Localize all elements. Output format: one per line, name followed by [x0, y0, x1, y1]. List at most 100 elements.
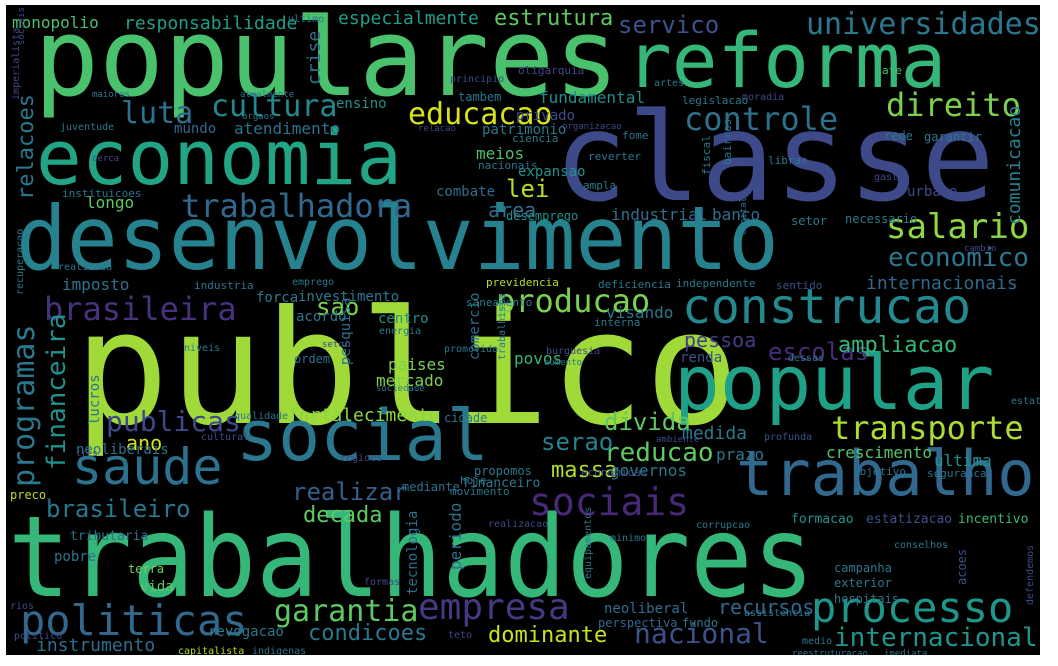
- word: periodo: [446, 502, 465, 570]
- word: expansao: [518, 164, 586, 180]
- word: ensino: [336, 96, 387, 112]
- word: orgaos: [242, 112, 275, 122]
- word: atendimento: [234, 119, 340, 138]
- word: classe: [554, 87, 995, 229]
- word: objetivo: [853, 465, 906, 478]
- word: assistencia: [744, 608, 811, 619]
- word: qualidade: [234, 411, 289, 422]
- word: estatal: [1011, 396, 1040, 407]
- word: vida: [140, 579, 174, 595]
- word: empresa: [418, 587, 570, 628]
- word: brasileiro: [46, 495, 191, 523]
- word: combate: [436, 184, 496, 200]
- word: corrupcao: [696, 520, 751, 531]
- word: patrimonio: [482, 122, 567, 138]
- word: ampliacao: [838, 333, 958, 358]
- word: formas: [364, 577, 401, 588]
- word: trabalhadora: [181, 187, 413, 225]
- word: internacional: [834, 623, 1038, 653]
- word: reforma: [626, 16, 947, 105]
- word: mercado: [376, 371, 444, 390]
- word: dominante: [488, 623, 608, 648]
- word: neoliberal: [604, 601, 689, 617]
- word: economico: [888, 243, 1029, 273]
- word: paises: [388, 355, 446, 374]
- word: decada: [303, 503, 383, 528]
- word: defendemos: [1025, 544, 1036, 605]
- word: aumento: [544, 358, 582, 368]
- word: relacoes: [14, 94, 39, 200]
- word: capital: [739, 197, 749, 235]
- word: garantia: [274, 594, 419, 629]
- word: fome: [622, 129, 649, 142]
- word: recursos: [718, 595, 815, 619]
- word: lucros: [87, 374, 103, 425]
- word: trabalho: [736, 437, 1035, 510]
- word: legislacao: [682, 94, 749, 107]
- word: acoes: [955, 548, 969, 585]
- word: construcao: [682, 279, 971, 335]
- word: tecnologia: [405, 510, 421, 595]
- word: especialmente: [338, 8, 479, 29]
- word: cerca: [92, 154, 120, 164]
- word: sentido: [776, 279, 823, 292]
- word: ate: [882, 64, 902, 77]
- word: dessas: [788, 353, 825, 364]
- word: centro: [378, 311, 429, 327]
- word: imposto: [62, 275, 130, 294]
- word: indigenas: [252, 646, 307, 656]
- word: profunda: [764, 432, 813, 443]
- word: ampla: [583, 179, 617, 192]
- word: cultura: [211, 89, 338, 124]
- word: populares: [34, 5, 620, 121]
- word: gasto: [874, 172, 905, 183]
- word: artes: [654, 78, 685, 89]
- word: condicoes: [308, 621, 428, 646]
- word: previdencia: [486, 276, 559, 289]
- word: principio: [450, 74, 505, 85]
- word: reverter: [588, 150, 641, 163]
- word: hospitais: [834, 592, 900, 606]
- word: visando: [606, 303, 674, 322]
- word: equipamentos: [583, 506, 594, 579]
- word: oligarquia: [518, 64, 585, 77]
- word: forca: [256, 290, 299, 306]
- word: direito: [886, 86, 1021, 124]
- word: financeira: [42, 313, 72, 470]
- word: emprego: [292, 277, 335, 288]
- word: moradia: [742, 92, 785, 103]
- word: terra: [128, 562, 165, 576]
- word: setor: [791, 214, 828, 228]
- word: universidades: [806, 7, 1040, 42]
- word: transporte: [831, 409, 1024, 447]
- word: estrutura: [494, 6, 614, 31]
- word: politico: [14, 631, 63, 642]
- word: processo: [811, 583, 1014, 632]
- word: renda: [680, 350, 723, 366]
- word: medio: [802, 636, 833, 647]
- word: seguranca: [927, 467, 987, 480]
- word: teto: [448, 630, 473, 641]
- word: serao: [541, 428, 614, 456]
- word: recuperacao: [15, 228, 26, 295]
- word: libras: [768, 154, 808, 167]
- word: massa: [551, 458, 618, 483]
- word: realizada: [58, 262, 113, 273]
- word: imediata: [884, 649, 928, 656]
- word: povos: [514, 349, 563, 368]
- word: monopolio: [12, 13, 99, 32]
- word: meios: [476, 144, 525, 163]
- word: sao: [316, 293, 360, 321]
- word: publicas: [106, 405, 241, 438]
- word: realizacao: [488, 519, 549, 530]
- word: incentivo: [958, 512, 1029, 527]
- word: politicas: [20, 596, 248, 645]
- word: brasileira: [44, 290, 237, 328]
- word: nacional: [634, 617, 769, 650]
- word: ambiente: [656, 435, 700, 445]
- word: campanha: [834, 561, 892, 575]
- word: maiores: [92, 90, 130, 100]
- word: crise: [304, 30, 325, 85]
- word: cidade: [444, 411, 488, 425]
- word: urbano: [907, 184, 958, 200]
